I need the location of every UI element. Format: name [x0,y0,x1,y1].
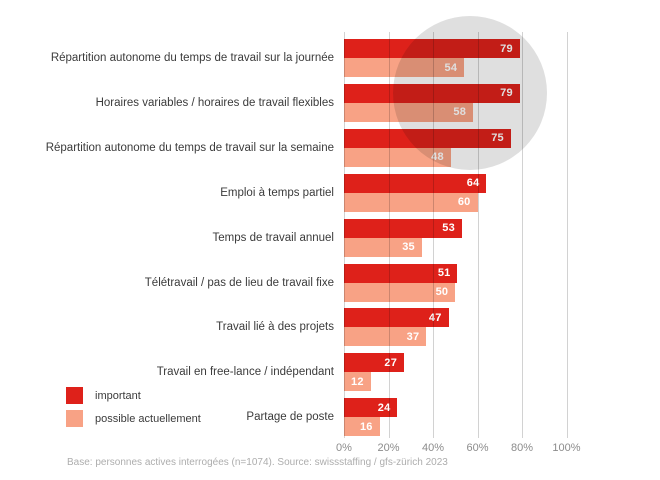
gridline [566,32,568,438]
bar-value-label: 60 [457,196,471,209]
bar-possible: 37 [344,327,427,347]
category-label: Partage de poste [246,411,334,424]
bar-important: 64 [344,173,487,193]
bar-important: 24 [344,398,398,418]
bar-possible: 12 [344,372,371,392]
gridline [344,32,345,438]
bar-value-label: 16 [359,420,373,433]
gridline [522,32,523,438]
axis-tick-label: 20% [377,442,400,454]
axis-tick-label: 40% [421,442,445,454]
bar-value-label: 35 [402,241,415,254]
category-label: Répartition autonome du temps de travail… [50,52,334,64]
legend-label-possible: possible actuellement [95,412,201,425]
legend-item-possible: possible actuellement [66,410,201,427]
category-label: Travail lié à des projets [216,321,334,334]
bar-value-label: 24 [377,401,391,414]
bar-value-label: 50 [435,286,449,298]
bar-important: 47 [344,308,449,328]
bar-value-label: 27 [384,356,398,369]
bar-important: 53 [344,218,462,238]
category-label: Emploi à temps partiel [220,186,334,199]
bar-value-label: 53 [442,222,455,235]
category-label: Travail en free-lance / indépendant [156,366,334,379]
category-label: Télétravail / pas de lieu de travail fix… [144,276,334,289]
bar-value-label: 64 [466,177,480,190]
category-label: Temps de travail annuel [212,231,334,244]
legend-swatch-possible [66,410,83,427]
bar-possible: 35 [344,237,422,257]
category-label: Horaires variables / horaires de travail… [95,96,334,109]
bar-possible: 60 [344,192,478,212]
gridline [388,32,390,438]
axis-tick-label: 100% [552,442,581,454]
legend-item-important: important [66,387,201,404]
axis-tick-label: 80% [510,442,534,454]
bar-value-label: 37 [406,330,420,343]
legend-label-important: important [95,389,141,402]
bar-value-label: 47 [428,311,442,324]
bar-possible: 50 [344,282,456,302]
category-label: Répartition autonome du temps de travail… [45,141,334,154]
axis-tick-label: 0% [336,442,352,454]
axis-tick-label: 60% [466,442,489,454]
bar-value-label: 51 [437,267,451,279]
bar-value-label: 12 [351,375,364,388]
gridline [477,32,479,438]
source-note: Base: personnes actives interrogées (n=1… [67,457,448,468]
legend-swatch-important [66,387,83,404]
bar-important: 51 [344,263,458,283]
decorative-circle [393,16,547,170]
bar-possible: 16 [344,417,380,437]
legend: important possible actuellement [66,387,201,433]
gridline [433,32,434,438]
